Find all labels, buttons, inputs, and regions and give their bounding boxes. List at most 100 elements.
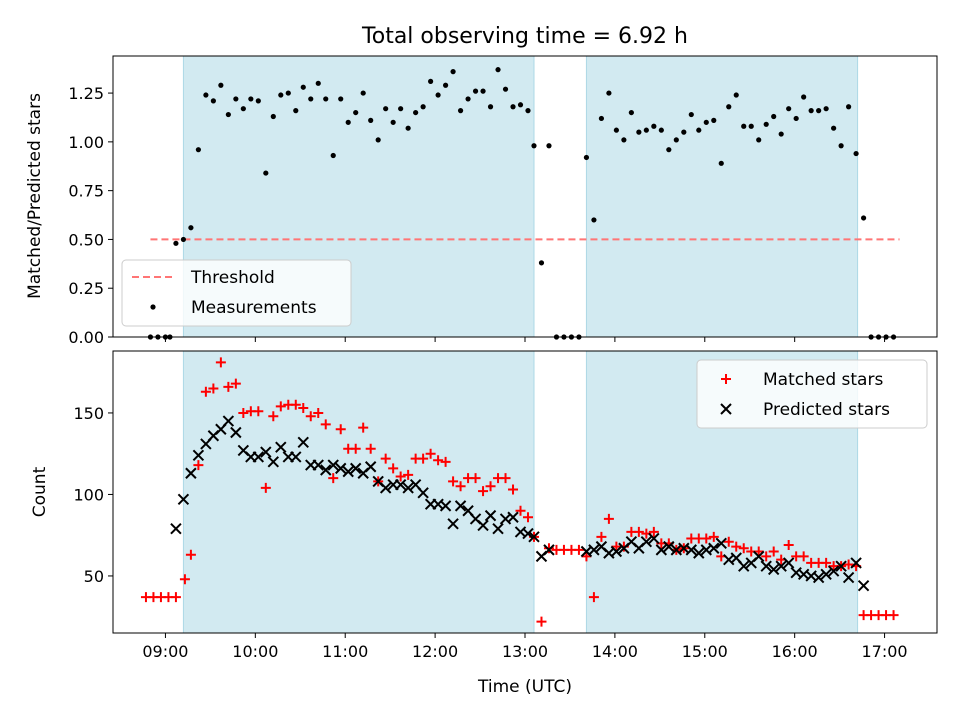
data-point <box>613 127 619 133</box>
data-point <box>812 571 825 584</box>
data-point <box>270 113 276 120</box>
bottom-panel: 50 100 150 09:00 10:00 11:00 12:00 13:00 14:00 15… <box>73 350 938 661</box>
data-point <box>502 86 509 92</box>
data-point <box>308 96 314 102</box>
data-point <box>349 462 362 475</box>
data-point <box>350 443 361 454</box>
data-point <box>315 80 321 86</box>
data-point <box>230 426 242 439</box>
data-point <box>313 407 324 418</box>
data-point <box>442 82 449 88</box>
data-point <box>335 462 347 475</box>
data-point <box>838 143 844 149</box>
data-point <box>425 448 436 459</box>
data-point <box>756 137 762 143</box>
data-point <box>223 381 234 392</box>
data-point <box>342 465 354 478</box>
data-point <box>763 121 769 127</box>
data-point <box>801 94 807 100</box>
data-point <box>260 482 271 493</box>
data-point <box>860 215 867 221</box>
data-point <box>447 518 459 530</box>
x-tick-label: 13:00 <box>502 642 548 661</box>
predicted-stars-series <box>170 415 870 592</box>
data-point <box>487 104 494 110</box>
data-point <box>500 473 511 484</box>
data-point <box>775 560 787 572</box>
data-point <box>305 411 316 422</box>
data-point <box>596 531 607 542</box>
data-point <box>413 109 419 116</box>
data-point <box>368 117 374 123</box>
data-point <box>823 106 829 112</box>
x-tick-label: 17:00 <box>862 642 908 661</box>
data-point <box>230 378 241 389</box>
data-point <box>454 500 467 512</box>
data-point <box>655 544 668 556</box>
data-point <box>210 98 216 104</box>
measurements-series <box>147 67 897 340</box>
matched-stars-series <box>140 357 899 627</box>
data-point <box>718 160 724 166</box>
data-point <box>312 459 324 471</box>
data-point <box>480 88 486 94</box>
data-point <box>173 240 179 246</box>
data-point <box>633 526 644 537</box>
legend-box <box>121 259 352 327</box>
data-point <box>293 108 299 114</box>
y-tick-label: 0.75 <box>68 182 104 201</box>
data-point <box>327 459 339 471</box>
data-point <box>598 115 605 122</box>
y-tick-label: 1.00 <box>68 133 104 152</box>
data-point <box>177 493 190 506</box>
data-point <box>263 170 269 176</box>
data-point <box>628 109 634 116</box>
data-point <box>543 543 554 554</box>
data-point <box>681 129 687 135</box>
shaded-interval <box>585 55 859 338</box>
data-point <box>364 461 377 473</box>
data-point <box>827 565 840 577</box>
data-point <box>450 69 456 75</box>
y-tick-label: 150 <box>73 404 104 423</box>
data-point <box>510 104 516 110</box>
y-tick-label: 100 <box>73 485 104 504</box>
data-point <box>380 453 391 464</box>
data-point <box>666 147 672 153</box>
data-point <box>290 399 301 410</box>
legend-measurements-label: Measurements <box>191 298 317 318</box>
data-point <box>185 467 197 479</box>
data-point <box>741 123 747 129</box>
data-point <box>588 592 599 603</box>
data-point <box>648 532 660 545</box>
y-tick-label: 0.50 <box>68 230 104 249</box>
top-legend: Threshold Measurements <box>121 259 352 327</box>
data-point <box>820 568 832 581</box>
data-point <box>240 106 246 112</box>
data-point <box>753 550 765 563</box>
data-point <box>180 236 187 243</box>
data-point <box>793 115 799 122</box>
data-point <box>731 541 742 552</box>
data-point <box>857 580 870 592</box>
data-point <box>388 463 399 474</box>
data-point <box>708 531 719 542</box>
data-point <box>192 449 205 462</box>
data-point <box>360 90 366 96</box>
data-point <box>658 127 664 133</box>
data-point <box>218 82 224 88</box>
data-point <box>546 143 552 149</box>
data-point <box>606 90 612 96</box>
top-y-axis-label: Matched/Predicted stars <box>25 93 45 299</box>
data-point <box>290 451 302 463</box>
data-point <box>771 113 777 120</box>
data-point <box>603 513 614 524</box>
data-point <box>715 537 727 550</box>
data-point <box>711 117 717 123</box>
data-point <box>405 125 411 131</box>
data-point <box>588 544 600 556</box>
data-point <box>543 544 555 556</box>
data-point <box>485 481 496 492</box>
data-point <box>651 123 657 129</box>
data-point <box>517 102 524 108</box>
